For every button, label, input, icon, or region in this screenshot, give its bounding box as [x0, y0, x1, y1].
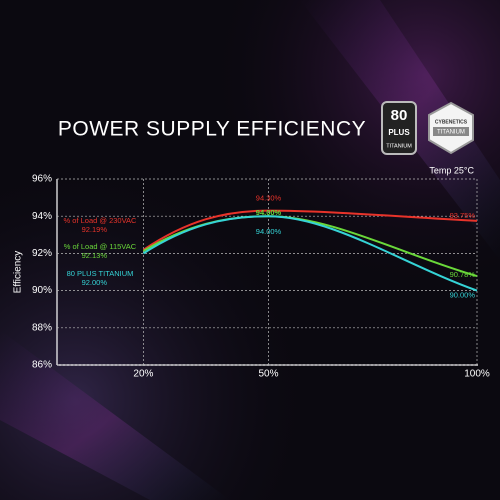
- badge-text: 80: [391, 107, 408, 124]
- chart-title: POWER SUPPLY EFFICIENCY: [58, 118, 366, 141]
- y-tick-label: 86%: [32, 360, 52, 371]
- badge-text: PLUS: [388, 128, 410, 137]
- legend-label: % of Load @ 230VAC: [64, 216, 138, 225]
- data-label: 90.78%: [450, 270, 476, 279]
- badge-text: TITANIUM: [437, 130, 465, 136]
- x-tick-label: 100%: [464, 369, 490, 380]
- data-label: 94.00%: [256, 227, 282, 236]
- legend-label: % of Load @ 115VAC: [64, 242, 137, 251]
- data-label: 90.00%: [450, 291, 476, 300]
- legend-label: 80 PLUS TITANIUM: [67, 269, 134, 278]
- series-line: [142, 209, 478, 251]
- data-label: 94.30%: [256, 194, 282, 203]
- background-streak: [0, 330, 230, 500]
- badge-frame: [381, 101, 417, 155]
- badge-band: [433, 127, 469, 136]
- y-tick-label: 90%: [32, 285, 52, 296]
- data-label: 92.19%: [82, 225, 108, 234]
- data-label: 93.75%: [450, 211, 476, 220]
- data-label: 92.00%: [82, 278, 108, 287]
- badge-text: TITANIUM: [386, 143, 412, 149]
- y-tick-label: 96%: [32, 174, 52, 185]
- y-tick-label: 88%: [32, 322, 52, 333]
- x-tick-label: 50%: [258, 369, 278, 380]
- annotation: Temp 25°C: [429, 165, 474, 175]
- y-axis-label: Efficiency: [13, 251, 24, 294]
- badge-text: CYBENETICS: [435, 119, 468, 125]
- data-label: 94.00%: [256, 208, 282, 217]
- data-label: 92.13%: [82, 251, 108, 260]
- y-tick-label: 92%: [32, 248, 52, 259]
- y-tick-label: 94%: [32, 211, 52, 222]
- badge: 80 PLUS TITANIUM: [381, 101, 417, 155]
- badge: CYBENETICS TITANIUM: [428, 101, 474, 155]
- series-line: [142, 215, 478, 292]
- x-tick-label: 20%: [133, 369, 153, 380]
